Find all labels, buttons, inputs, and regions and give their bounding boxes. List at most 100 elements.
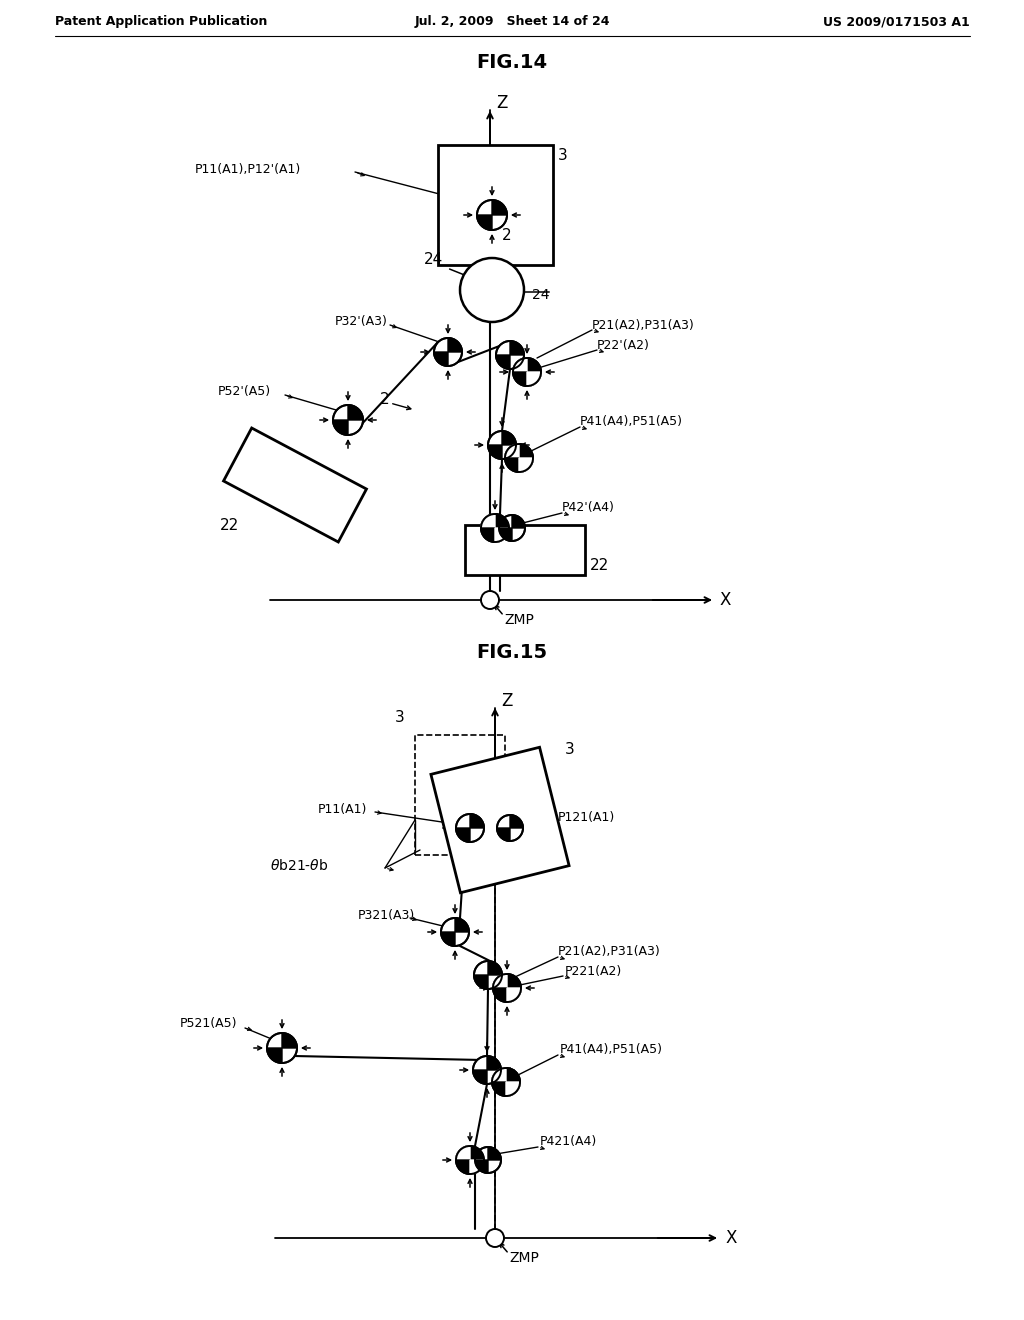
Text: ZMP: ZMP — [504, 612, 534, 627]
Polygon shape — [493, 987, 507, 1002]
Text: P121(A1): P121(A1) — [558, 812, 615, 825]
Polygon shape — [505, 444, 519, 458]
Text: US 2009/0171503 A1: US 2009/0171503 A1 — [823, 16, 970, 29]
Polygon shape — [519, 458, 534, 473]
Polygon shape — [492, 1082, 506, 1096]
Polygon shape — [497, 828, 510, 841]
Circle shape — [513, 358, 541, 385]
Text: 24: 24 — [532, 288, 550, 302]
Text: 22: 22 — [220, 517, 240, 532]
Polygon shape — [481, 513, 495, 528]
Text: Z: Z — [501, 692, 512, 710]
Polygon shape — [502, 432, 516, 445]
Polygon shape — [527, 372, 541, 385]
Text: 3: 3 — [395, 710, 404, 725]
Polygon shape — [431, 747, 569, 892]
Circle shape — [481, 591, 499, 609]
Circle shape — [333, 405, 362, 436]
Polygon shape — [456, 1146, 470, 1160]
Text: P41(A4),P51(A5): P41(A4),P51(A5) — [580, 416, 683, 429]
Polygon shape — [492, 201, 507, 215]
Polygon shape — [333, 420, 348, 436]
Text: FIG.14: FIG.14 — [476, 53, 548, 71]
Polygon shape — [348, 405, 362, 420]
Polygon shape — [477, 215, 492, 230]
Polygon shape — [487, 1056, 501, 1071]
Circle shape — [473, 1056, 501, 1084]
Text: P521(A5): P521(A5) — [180, 1018, 238, 1031]
Text: Jul. 2, 2009   Sheet 14 of 24: Jul. 2, 2009 Sheet 14 of 24 — [415, 16, 609, 29]
Text: 24: 24 — [424, 252, 443, 268]
Text: P221(A2): P221(A2) — [565, 965, 623, 978]
Circle shape — [475, 1147, 501, 1173]
Text: P42'(A4): P42'(A4) — [562, 502, 614, 515]
Polygon shape — [513, 372, 527, 385]
Polygon shape — [434, 352, 449, 366]
Circle shape — [456, 814, 484, 842]
Circle shape — [474, 961, 502, 989]
Text: X: X — [725, 1229, 736, 1247]
Polygon shape — [474, 975, 488, 989]
Polygon shape — [499, 528, 512, 541]
Polygon shape — [456, 828, 470, 842]
Polygon shape — [513, 358, 527, 372]
Polygon shape — [470, 1160, 484, 1173]
Polygon shape — [496, 355, 510, 370]
Polygon shape — [510, 814, 523, 828]
Text: P32'(A3): P32'(A3) — [335, 315, 388, 329]
Circle shape — [493, 974, 521, 1002]
Circle shape — [492, 1068, 520, 1096]
Text: Z: Z — [496, 94, 507, 112]
Polygon shape — [470, 1146, 484, 1160]
Polygon shape — [506, 1082, 520, 1096]
Polygon shape — [475, 1160, 488, 1173]
Text: P11(A1): P11(A1) — [318, 804, 368, 817]
Circle shape — [460, 257, 524, 322]
Circle shape — [267, 1034, 297, 1063]
Text: $\theta$b21-$\theta$b: $\theta$b21-$\theta$b — [270, 858, 329, 873]
Circle shape — [456, 1146, 484, 1173]
Polygon shape — [455, 917, 469, 932]
Circle shape — [434, 338, 462, 366]
Polygon shape — [481, 528, 495, 543]
Circle shape — [486, 1229, 504, 1247]
Polygon shape — [441, 932, 455, 946]
Circle shape — [441, 917, 469, 946]
Text: 2: 2 — [380, 392, 389, 408]
Polygon shape — [512, 515, 525, 528]
Bar — [438, 145, 553, 265]
Text: P11(A1),P12'(A1): P11(A1),P12'(A1) — [195, 164, 301, 177]
Polygon shape — [223, 428, 367, 543]
Bar — [465, 525, 585, 576]
Text: P41(A4),P51(A5): P41(A4),P51(A5) — [560, 1044, 663, 1056]
Text: P21(A2),P31(A3): P21(A2),P31(A3) — [592, 318, 694, 331]
Text: 3: 3 — [558, 148, 567, 162]
Polygon shape — [495, 528, 509, 543]
Text: 3: 3 — [565, 742, 574, 758]
Polygon shape — [527, 358, 541, 372]
Polygon shape — [507, 974, 521, 987]
Polygon shape — [488, 961, 502, 975]
Circle shape — [499, 515, 525, 541]
Text: P321(A3): P321(A3) — [358, 908, 416, 921]
Text: X: X — [720, 591, 731, 609]
Polygon shape — [510, 341, 524, 355]
Polygon shape — [470, 814, 484, 828]
Polygon shape — [519, 444, 534, 458]
Polygon shape — [506, 1068, 520, 1082]
Polygon shape — [505, 458, 519, 473]
Polygon shape — [282, 1034, 297, 1048]
Text: 2: 2 — [502, 227, 512, 243]
Polygon shape — [495, 513, 509, 528]
Text: ZMP: ZMP — [509, 1251, 539, 1265]
Text: P22'(A2): P22'(A2) — [597, 338, 650, 351]
Text: FIG.15: FIG.15 — [476, 643, 548, 661]
Text: Patent Application Publication: Patent Application Publication — [55, 16, 267, 29]
Circle shape — [481, 513, 509, 543]
Text: P52'(A5): P52'(A5) — [218, 385, 271, 399]
Polygon shape — [456, 1160, 470, 1173]
Text: 22: 22 — [590, 557, 609, 573]
Bar — [415, 735, 505, 855]
Text: P421(A4): P421(A4) — [540, 1135, 597, 1148]
Polygon shape — [267, 1048, 282, 1063]
